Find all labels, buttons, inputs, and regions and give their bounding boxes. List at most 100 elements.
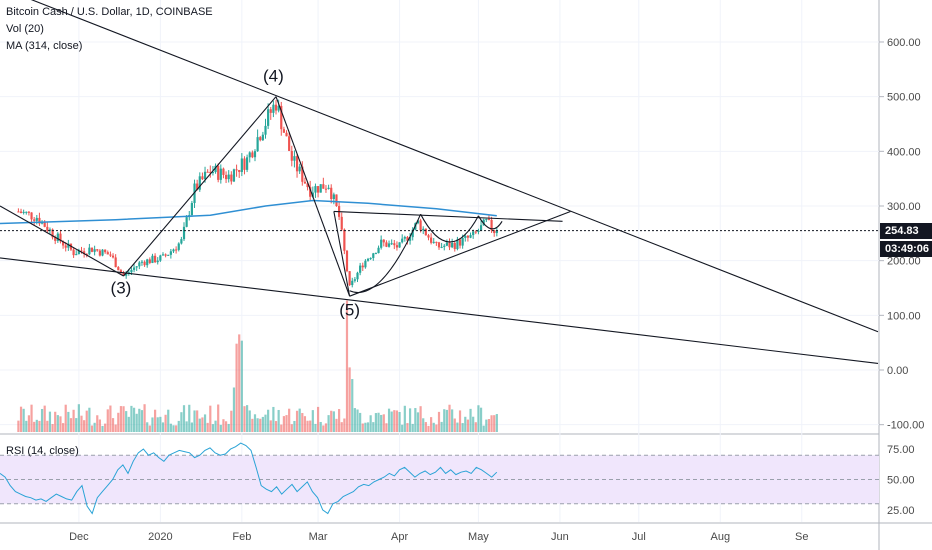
price-axis: 600.00 500.00 400.00 300.00 200.00 100.00 0.00…	[879, 37, 924, 517]
candle-body	[22, 211, 25, 213]
candle-body	[56, 233, 59, 241]
candle-body	[466, 235, 470, 238]
time-tick-label: 2020	[148, 531, 172, 543]
candle-body	[175, 249, 178, 251]
volume-bar	[132, 407, 136, 432]
trendlines	[0, 0, 879, 364]
candle-body	[298, 166, 301, 172]
volume-bar	[411, 423, 414, 432]
volume-bar	[316, 406, 320, 432]
price-tick-label: 100.00	[887, 310, 921, 322]
candle-body	[390, 243, 393, 245]
candle-body	[319, 184, 322, 193]
candle-body	[206, 171, 209, 173]
rsi-band	[0, 455, 879, 504]
volume-bar	[159, 416, 162, 432]
volume-bar	[448, 404, 451, 432]
candle-body	[111, 255, 115, 258]
volume-bar	[251, 418, 254, 432]
candle-body	[332, 194, 335, 200]
candle-body	[348, 271, 351, 286]
ma-line	[0, 199, 497, 225]
candle-body	[469, 235, 472, 238]
volume-bar	[487, 419, 491, 432]
volume-bar	[125, 411, 128, 432]
candle-body	[80, 250, 83, 252]
candle-body	[419, 220, 422, 231]
volume-bar	[46, 420, 49, 432]
candle-body	[106, 252, 109, 255]
candle-body	[351, 280, 354, 286]
volume-bar	[232, 387, 236, 432]
volume-bar	[435, 424, 438, 432]
candle-body	[295, 156, 299, 172]
volume-bar	[458, 410, 462, 432]
volume-bar	[285, 415, 288, 432]
candle-body	[90, 247, 94, 252]
candle-body	[385, 242, 388, 247]
candle-body	[85, 253, 88, 255]
vol-indicator-label[interactable]: Vol (20)	[6, 23, 44, 35]
ma-indicator-label[interactable]: MA (314, close)	[6, 40, 83, 52]
candle-body	[380, 239, 383, 248]
candle-body	[369, 257, 372, 259]
volume-bar	[33, 421, 36, 432]
volume-bar	[75, 418, 78, 432]
candle-body	[361, 265, 364, 268]
candle-body	[98, 250, 101, 256]
volume-bar	[230, 410, 233, 432]
volume-bar	[48, 411, 52, 432]
candle-body	[285, 132, 288, 137]
volume-bar	[217, 404, 220, 432]
wave-line-4-5	[275, 96, 351, 297]
candle-body	[19, 211, 23, 213]
candle-body	[485, 218, 488, 220]
volume-bar	[96, 415, 99, 432]
candle-body	[77, 250, 80, 255]
candle-body	[203, 171, 207, 180]
wave-labels: (3) (4) (5)	[111, 66, 360, 319]
candle-body	[464, 235, 467, 238]
candle-body	[88, 247, 91, 255]
volume-bar	[293, 420, 296, 432]
volume-bar	[143, 404, 146, 432]
volume-bar	[261, 416, 264, 432]
volume-bar	[332, 411, 335, 432]
volume-bar	[153, 409, 157, 432]
rsi-line	[0, 442, 498, 515]
volume-bar	[90, 425, 94, 432]
volume-bar	[264, 414, 267, 432]
volume-bar	[372, 422, 375, 432]
volume-bar	[380, 414, 383, 432]
volume-bar	[401, 424, 404, 432]
volume-bar	[246, 405, 249, 432]
volume-bar	[117, 412, 120, 432]
candle-body	[427, 235, 430, 238]
volume-bar	[387, 408, 391, 432]
candle-body	[445, 242, 448, 246]
candle-body	[230, 174, 233, 182]
volume-bar	[330, 410, 333, 432]
volume-bar	[493, 415, 496, 432]
cup-arc	[349, 213, 422, 293]
price-tick-label: 300.00	[887, 201, 921, 213]
candle-body	[267, 109, 270, 126]
candle-body	[330, 187, 333, 200]
volume-bar	[156, 417, 159, 432]
volume-bar	[306, 420, 309, 432]
candle-body	[387, 243, 391, 247]
rsi-indicator-label[interactable]: RSI (14, close)	[6, 445, 79, 457]
handle-arc-1	[420, 213, 479, 243]
candle-body	[314, 186, 317, 193]
candle-body	[161, 254, 165, 256]
volume-bar	[445, 409, 448, 432]
volume-bar	[83, 420, 86, 432]
candle-body	[406, 236, 409, 241]
volume-bar	[69, 418, 73, 432]
volume-bar	[135, 413, 138, 432]
volume-bar	[377, 412, 380, 432]
candle-body	[324, 188, 328, 190]
volume-bar	[259, 418, 262, 432]
volume-bar	[361, 423, 364, 432]
volume-bar	[214, 420, 217, 432]
